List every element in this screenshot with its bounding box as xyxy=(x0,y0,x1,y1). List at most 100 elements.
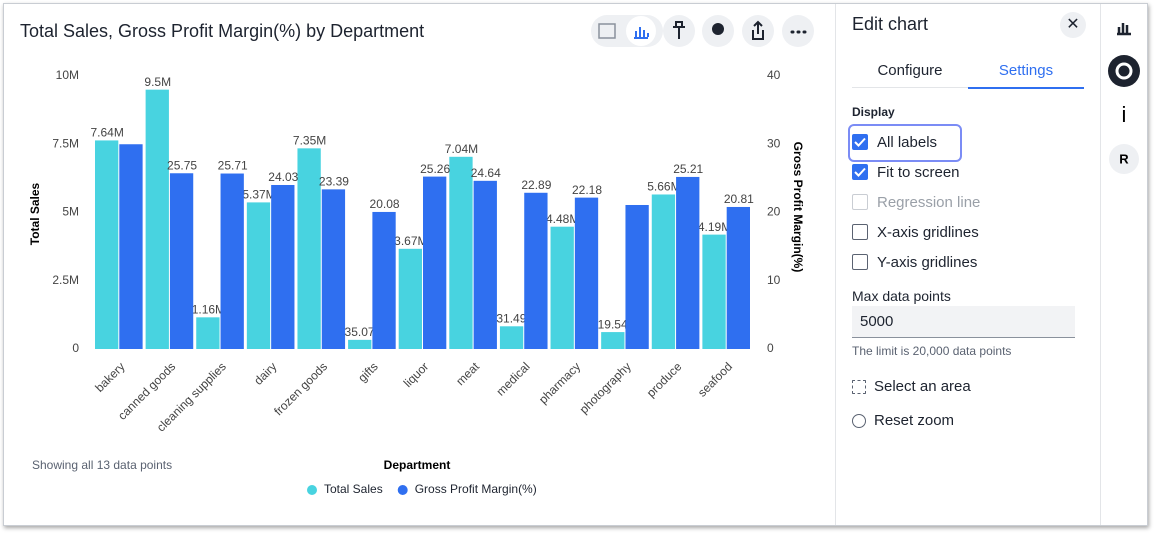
y-tick-label: 0 xyxy=(72,341,79,355)
legend-marker xyxy=(307,485,317,495)
checkbox[interactable] xyxy=(852,224,868,240)
x-tick-label: medical xyxy=(493,359,532,398)
data-label: 25.71 xyxy=(218,159,248,173)
data-label: 619.54K xyxy=(591,317,636,331)
focus-ring xyxy=(848,124,962,162)
bar xyxy=(702,234,726,349)
data-label: 25.75 xyxy=(167,158,197,172)
y-tick-label: 10M xyxy=(56,68,79,82)
gear-icon xyxy=(1115,62,1133,80)
data-label: 7.64M xyxy=(90,126,123,140)
bar xyxy=(246,202,271,349)
bar xyxy=(651,194,676,349)
max-points-input[interactable]: 5000 xyxy=(852,306,1075,338)
bulb-icon xyxy=(712,23,724,35)
option[interactable]: Y-axis gridlines xyxy=(852,252,977,272)
data-label: 1.16M xyxy=(192,303,225,317)
chart-title: Total Sales, Gross Profit Margin(%) by D… xyxy=(20,21,424,41)
legend-label: Gross Profit Margin(%) xyxy=(415,482,537,496)
side-rail: i R xyxy=(1100,4,1147,525)
tab[interactable]: Configure xyxy=(852,62,968,88)
option-label: All labels xyxy=(877,133,938,151)
y-tick-label: 2.5M xyxy=(52,273,79,287)
action[interactable]: Select an area xyxy=(852,378,971,395)
data-label: 5.66M xyxy=(647,180,680,194)
table-icon[interactable] xyxy=(598,23,616,39)
tab[interactable]: Settings xyxy=(968,62,1084,89)
bar xyxy=(119,144,143,349)
data-label: 4.48M xyxy=(546,212,579,226)
bar xyxy=(348,339,372,349)
legend-marker xyxy=(397,485,408,495)
info-rail-icon[interactable]: i xyxy=(1122,102,1127,127)
x-tick-label: dairy xyxy=(251,359,279,387)
bar xyxy=(372,211,396,349)
data-label: 22.89 xyxy=(521,178,551,192)
close-button[interactable]: ✕ xyxy=(1060,12,1086,38)
settings-rail-button[interactable] xyxy=(1108,55,1140,87)
bar xyxy=(524,192,548,349)
check-mark xyxy=(854,137,866,147)
checkbox[interactable] xyxy=(852,254,868,270)
x-tick-label: seafood xyxy=(695,359,735,399)
option[interactable]: All labels xyxy=(852,132,937,152)
share-icon xyxy=(752,20,764,40)
option-label: Fit to screen xyxy=(877,163,960,181)
x-tick-label: bakery xyxy=(92,359,127,394)
legend-label: Total Sales xyxy=(324,482,383,496)
bar xyxy=(676,176,700,349)
y2-tick-label: 20 xyxy=(767,205,781,219)
data-label: 20.08 xyxy=(370,197,400,211)
action-icon xyxy=(852,413,866,428)
data-label: 831.49K xyxy=(490,311,535,325)
app-frame: Total Sales, Gross Profit Margin(%) by D… xyxy=(3,3,1148,526)
chart: Total Sales, Gross Profit Margin(%) by D… xyxy=(20,15,814,496)
bar xyxy=(574,197,599,349)
chart-rail-icon[interactable] xyxy=(1117,23,1131,36)
pin-icon xyxy=(673,21,685,39)
y-axis-title: Total Sales xyxy=(28,182,42,245)
data-label: 335.07K xyxy=(338,325,383,339)
bar xyxy=(499,326,524,349)
x-tick-label: gifts xyxy=(355,359,380,384)
x-tick-label: pharmacy xyxy=(536,359,583,406)
data-label: 24.64 xyxy=(471,166,501,180)
option: Regression line xyxy=(852,192,980,212)
option-label: X-axis gridlines xyxy=(877,223,979,241)
x-tick-label: frozen goods xyxy=(271,359,330,418)
chart-icon xyxy=(634,27,649,39)
bar xyxy=(550,226,574,349)
data-label: 20.81 xyxy=(724,192,754,206)
bar xyxy=(145,89,169,350)
action[interactable]: Reset zoom xyxy=(852,412,954,429)
x-tick-label: meat xyxy=(453,359,482,388)
data-label: 4.19M xyxy=(698,220,731,234)
bar xyxy=(449,156,473,349)
option-label: Y-axis gridlines xyxy=(877,253,978,271)
checkbox[interactable] xyxy=(852,134,868,150)
data-label: 24.03 xyxy=(268,170,298,184)
data-label: 9.5M xyxy=(144,75,171,89)
y-tick-label: 7.5M xyxy=(52,136,79,150)
y-tick-label: 5M xyxy=(62,205,79,219)
bar xyxy=(601,332,625,349)
bar xyxy=(169,173,194,349)
data-label: 7.35M xyxy=(293,134,326,148)
y2-tick-label: 0 xyxy=(767,341,774,355)
toolbar xyxy=(591,15,814,47)
checkbox[interactable] xyxy=(852,164,868,180)
option[interactable]: Fit to screen xyxy=(852,162,960,182)
x-tick-label: photography xyxy=(577,359,634,416)
data-label: 23.39 xyxy=(319,175,349,189)
option[interactable]: X-axis gridlines xyxy=(852,222,979,242)
panel-title: Edit chart xyxy=(852,14,929,34)
bar xyxy=(95,140,119,349)
bar xyxy=(321,189,346,349)
data-label: 25.26 xyxy=(420,162,450,176)
footnote: Showing all 13 data points xyxy=(32,458,172,472)
y2-axis-title: Gross Profit Margin(%) xyxy=(791,142,805,273)
bar xyxy=(726,206,750,349)
action-label: Reset zoom xyxy=(874,412,955,429)
edit-panel: Edit chart ✕ Configure Settings Display A… xyxy=(835,4,1100,525)
r-rail-button[interactable] xyxy=(1109,144,1139,174)
